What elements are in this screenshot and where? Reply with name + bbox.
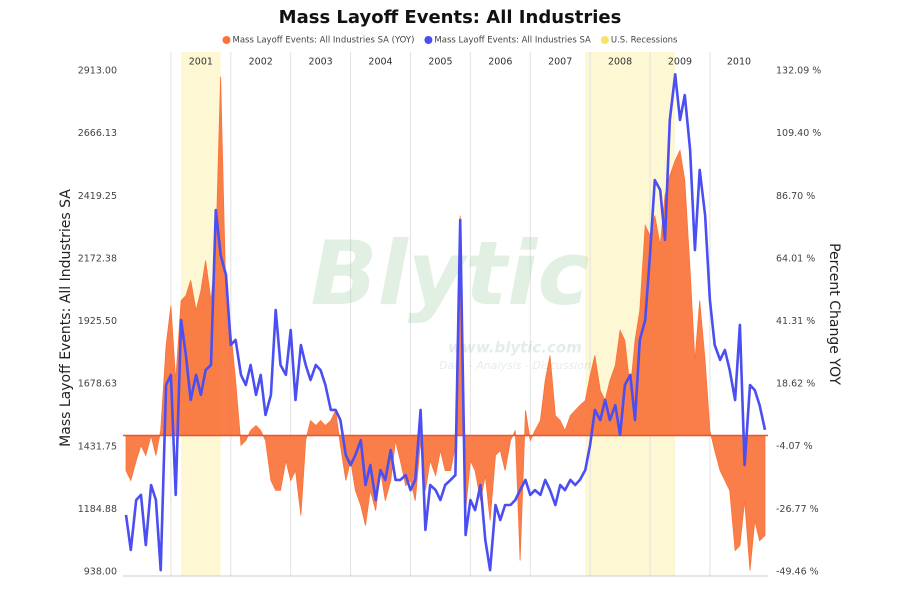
chart-title: Mass Layoff Events: All Industries <box>279 7 622 28</box>
watermark-tagline: Data - Analysis - Discussion <box>439 359 591 372</box>
watermark: Blytic www.blytic.com Data - Analysis - … <box>311 222 592 372</box>
watermark-brand: Blytic <box>311 222 590 325</box>
legend-marker <box>222 36 231 44</box>
y-tick-label: 938.00 <box>84 567 117 578</box>
x-tick-label: 2003 <box>309 57 333 68</box>
y-tick-label: 1431.75 <box>78 441 117 452</box>
y2-tick-label: -26.77 % <box>776 504 819 515</box>
series-line <box>124 73 767 572</box>
x-tick-label: 2006 <box>488 57 512 68</box>
x-tick-label: 2009 <box>668 57 692 68</box>
y2-tick-label: 64.01 % <box>776 253 815 264</box>
y2-tick-label: -49.46 % <box>776 567 819 578</box>
x-tick-label: 2008 <box>608 57 632 68</box>
legend-marker <box>600 36 609 44</box>
y-tick-label: 2913.00 <box>78 66 117 77</box>
legend-marker <box>424 36 433 44</box>
x-tick-label: 2005 <box>428 57 452 68</box>
y-axis-title: Mass Layoff Events: All Industries SA <box>58 189 74 447</box>
x-tick-label: 2002 <box>249 57 273 68</box>
y2-axis-title: Percent Change YOY <box>826 243 842 385</box>
y2-tick-label: 132.09 % <box>776 66 821 77</box>
y-tick-label: 1925.50 <box>78 316 117 327</box>
y-tick-label: 1184.88 <box>78 504 117 515</box>
legend-label: Mass Layoff Events: All Industries SA <box>434 36 591 46</box>
y2-tick-label: -4.07 % <box>776 441 813 452</box>
watermark-url: www.blytic.com <box>448 339 582 357</box>
x-tick-label: 2007 <box>548 57 572 68</box>
x-tick-label: 2010 <box>727 57 751 68</box>
x-tick-label: 2001 <box>189 57 213 68</box>
y-tick-label: 1678.63 <box>78 379 117 390</box>
y2-tick-label: 41.31 % <box>776 316 815 327</box>
y-tick-label: 2666.13 <box>78 128 117 139</box>
legend: Mass Layoff Events: All Industries SA (Y… <box>222 36 678 46</box>
axes: 2001 2002 2003 2004 2005 2006 2007 2008 2009 2010… <box>78 57 822 578</box>
legend-label: Mass Layoff Events: All Industries SA (Y… <box>233 36 415 46</box>
x-tick-label: 2004 <box>368 57 392 68</box>
legend-label: U.S. Recessions <box>611 36 678 46</box>
plot-area <box>123 73 768 572</box>
y2-tick-label: 86.70 % <box>776 191 815 202</box>
y2-tick-label: 18.62 % <box>776 379 815 390</box>
y2-tick-label: 109.40 % <box>776 128 821 139</box>
y-tick-label: 2172.38 <box>78 253 117 264</box>
y-tick-label: 2419.25 <box>78 191 117 202</box>
